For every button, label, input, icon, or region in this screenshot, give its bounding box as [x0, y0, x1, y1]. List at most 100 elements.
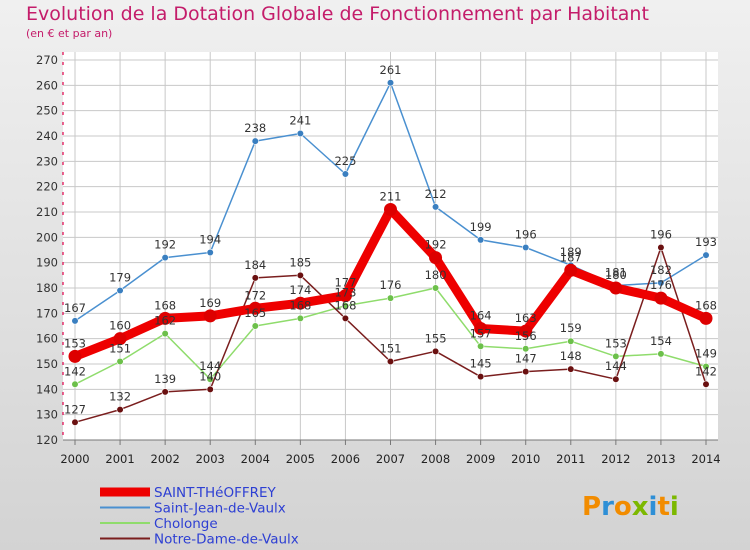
- data-label: 176: [650, 278, 672, 292]
- data-label: 142: [64, 364, 86, 378]
- data-point: [612, 352, 620, 361]
- data-point: [251, 322, 259, 330]
- data-point: [429, 251, 443, 265]
- logo-letter: o: [614, 492, 632, 522]
- data-point: [519, 324, 533, 338]
- data-label: 199: [470, 220, 492, 234]
- x-tick-label: 2002: [151, 452, 180, 466]
- legend-label: Notre-Dame-de-Vaulx: [154, 532, 299, 548]
- data-label: 174: [289, 283, 311, 297]
- data-label: 144: [199, 359, 221, 373]
- data-label: 172: [244, 288, 266, 302]
- data-label: 168: [289, 298, 311, 312]
- y-tick-label: 220: [36, 180, 58, 194]
- y-tick-label: 250: [36, 104, 58, 118]
- data-label: 185: [289, 255, 311, 269]
- data-label: 176: [380, 278, 402, 292]
- x-tick-label: 2001: [105, 452, 134, 466]
- x-tick-label: 2014: [691, 452, 720, 466]
- proxiti-logo: Proxiti: [582, 492, 679, 522]
- data-point: [251, 274, 259, 282]
- data-point: [702, 362, 710, 371]
- data-point: [699, 311, 713, 325]
- data-point: [431, 284, 440, 292]
- data-label: 182: [650, 263, 672, 277]
- data-label: 192: [154, 238, 176, 252]
- series-layer: [68, 79, 713, 426]
- data-point: [71, 418, 79, 426]
- data-point: [567, 365, 575, 373]
- logo-letter: t: [657, 492, 669, 522]
- data-label: 173: [334, 286, 356, 300]
- data-label: 177: [334, 276, 356, 290]
- data-point: [384, 202, 397, 216]
- data-point: [203, 309, 217, 323]
- y-tick-label: 260: [36, 78, 58, 92]
- data-point: [474, 322, 488, 336]
- axis-layer: 120 130 140 150 160 170 180 190 200 210 220 230 240 2…: [36, 52, 721, 466]
- data-label: 160: [109, 319, 131, 333]
- data-label: 189: [560, 245, 582, 259]
- x-tick-label: 2007: [376, 452, 405, 466]
- data-point: [68, 349, 82, 363]
- data-label: 168: [695, 298, 717, 312]
- data-point: [657, 279, 665, 287]
- x-tick-label: 2005: [286, 452, 315, 466]
- data-point: [116, 406, 124, 414]
- data-label: 140: [199, 369, 221, 383]
- data-label: 180: [605, 268, 627, 282]
- data-label: 168: [154, 298, 176, 312]
- data-point: [477, 373, 485, 381]
- y-tick-label: 140: [36, 382, 58, 396]
- data-label: 196: [650, 227, 672, 241]
- y-tick-label: 190: [36, 256, 58, 270]
- data-label: 211: [380, 189, 402, 203]
- data-label: 165: [244, 306, 266, 320]
- data-label: 151: [380, 341, 402, 355]
- data-label: 162: [154, 314, 176, 328]
- data-label: 157: [470, 326, 492, 340]
- data-point: [477, 342, 485, 350]
- data-point: [522, 368, 530, 376]
- legend: SAINT-THéOFFREYSaint-Jean-de-VaulxCholon…: [100, 485, 299, 548]
- data-point: [431, 203, 440, 211]
- data-label: 139: [154, 372, 176, 386]
- data-point: [206, 385, 214, 393]
- data-point: [386, 79, 395, 87]
- y-tick-label: 160: [36, 332, 58, 346]
- data-label: 169: [199, 296, 221, 310]
- data-label: 127: [64, 402, 86, 416]
- x-tick-label: 2009: [466, 452, 495, 466]
- data-point: [338, 289, 352, 303]
- y-tick-label: 270: [36, 53, 58, 67]
- data-label: 225: [334, 154, 356, 168]
- y-tick-label: 240: [36, 129, 58, 143]
- data-point: [113, 332, 127, 346]
- data-label: 194: [199, 233, 221, 247]
- data-label: 180: [425, 268, 447, 282]
- data-label: 144: [605, 359, 627, 373]
- logo-letter: x: [632, 492, 649, 522]
- data-point: [116, 286, 124, 295]
- data-point: [158, 311, 172, 325]
- data-label: 148: [560, 349, 582, 363]
- data-label: 193: [695, 235, 717, 249]
- logo-letter: r: [601, 492, 614, 522]
- x-tick-label: 2012: [601, 452, 630, 466]
- data-point: [248, 301, 262, 315]
- data-point: [116, 357, 124, 366]
- data-point: [251, 137, 259, 145]
- data-label: 132: [109, 390, 131, 404]
- data-label: 151: [109, 341, 131, 355]
- data-point: [161, 330, 169, 338]
- data-label: 142: [695, 364, 717, 378]
- data-point: [161, 254, 169, 262]
- data-point: [71, 317, 79, 325]
- data-label: 187: [560, 250, 582, 264]
- data-label: 184: [244, 258, 266, 272]
- data-point: [654, 291, 668, 305]
- data-label: 153: [605, 336, 627, 350]
